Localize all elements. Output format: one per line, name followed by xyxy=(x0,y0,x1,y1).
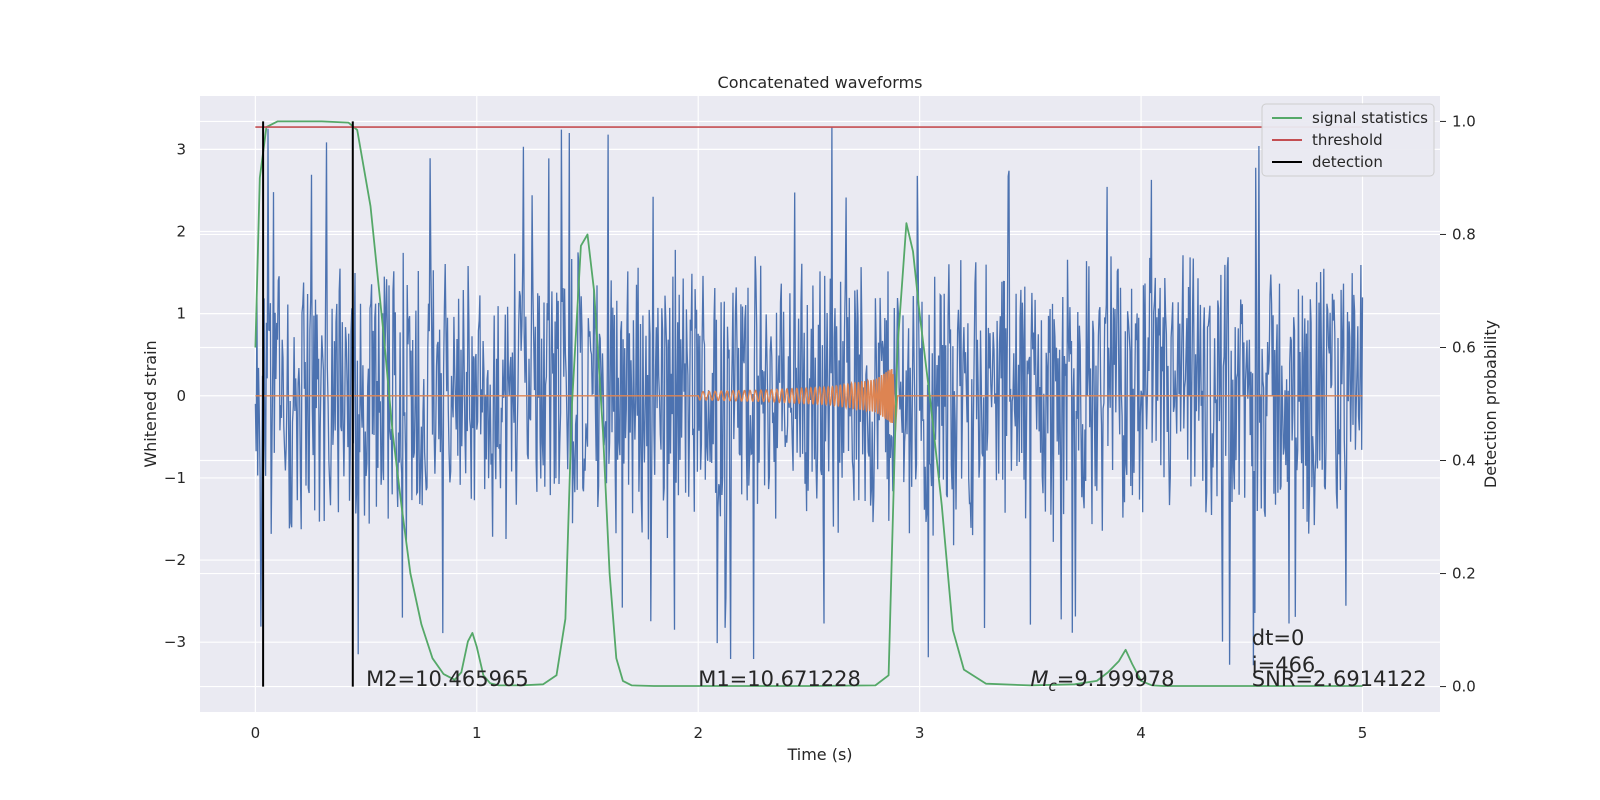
annotation-text: Mc=9.199978 xyxy=(1030,667,1174,695)
strain-series-line xyxy=(254,126,1364,666)
y2-tick-label: 0.2 xyxy=(1452,565,1476,583)
y2-tick-label: 0.6 xyxy=(1452,338,1476,356)
x-tick-label: 1 xyxy=(472,724,482,742)
y-tick-label: −2 xyxy=(164,551,186,569)
x-tick-label: 4 xyxy=(1136,724,1146,742)
chirp-series-line xyxy=(255,368,1363,433)
y2-tick-label: 1.0 xyxy=(1452,112,1476,130)
y-axis-label: Whitened strain xyxy=(141,340,160,467)
chart-title: Concatenated waveforms xyxy=(718,73,923,92)
x-tick-label: 2 xyxy=(693,724,703,742)
x-tick-label: 0 xyxy=(251,724,261,742)
y-tick-label: 3 xyxy=(176,140,186,158)
x-axis-label: Time (s) xyxy=(786,745,852,764)
plot-area xyxy=(254,120,1364,687)
annotation-text: M2=10.465965 xyxy=(366,667,529,691)
x-tick-label: 5 xyxy=(1358,724,1368,742)
x-tick-label: 3 xyxy=(915,724,925,742)
y-tick-label: 0 xyxy=(176,387,186,405)
annotation-text: SNR=2.6914122 xyxy=(1252,667,1427,691)
y2-axis-label: Detection probability xyxy=(1481,320,1500,488)
y2-tick-label: 0.4 xyxy=(1452,452,1476,470)
axis-ticks: 0 1 2 3 4 5 −3 −2 −1 0 1 2 3 0.0 0.2 0.4 0.6 0.8 1.0 xyxy=(164,112,1476,742)
y2-tick-label: 0.0 xyxy=(1452,678,1476,696)
legend-box xyxy=(1261,103,1435,177)
y-tick-label: 1 xyxy=(176,305,186,323)
y-tick-label: −1 xyxy=(164,469,186,487)
legend-entry: threshold xyxy=(1312,131,1383,149)
annotation-text: M1=10.671228 xyxy=(698,667,861,691)
legend: signal statistics threshold detection xyxy=(1261,103,1435,177)
annotation-value: =9.199978 xyxy=(1057,667,1175,691)
y-tick-label: 2 xyxy=(176,223,186,241)
y2-tick-label: 0.8 xyxy=(1452,225,1476,243)
annotation-math-subscript: c xyxy=(1048,677,1057,695)
annotation-text: dt=0 xyxy=(1252,626,1305,650)
annotation-text: i=466 xyxy=(1252,653,1316,677)
legend-entry: signal statistics xyxy=(1312,109,1428,127)
annotations: M2=10.465965 M1=10.671228 Mc=9.199978 dt=0 i… xyxy=(366,626,1427,695)
y-tick-label: −3 xyxy=(164,633,186,651)
signal-statistics-line xyxy=(254,120,1363,687)
annotation-math-symbol: M xyxy=(1030,667,1048,691)
legend-entry: detection xyxy=(1312,153,1383,171)
